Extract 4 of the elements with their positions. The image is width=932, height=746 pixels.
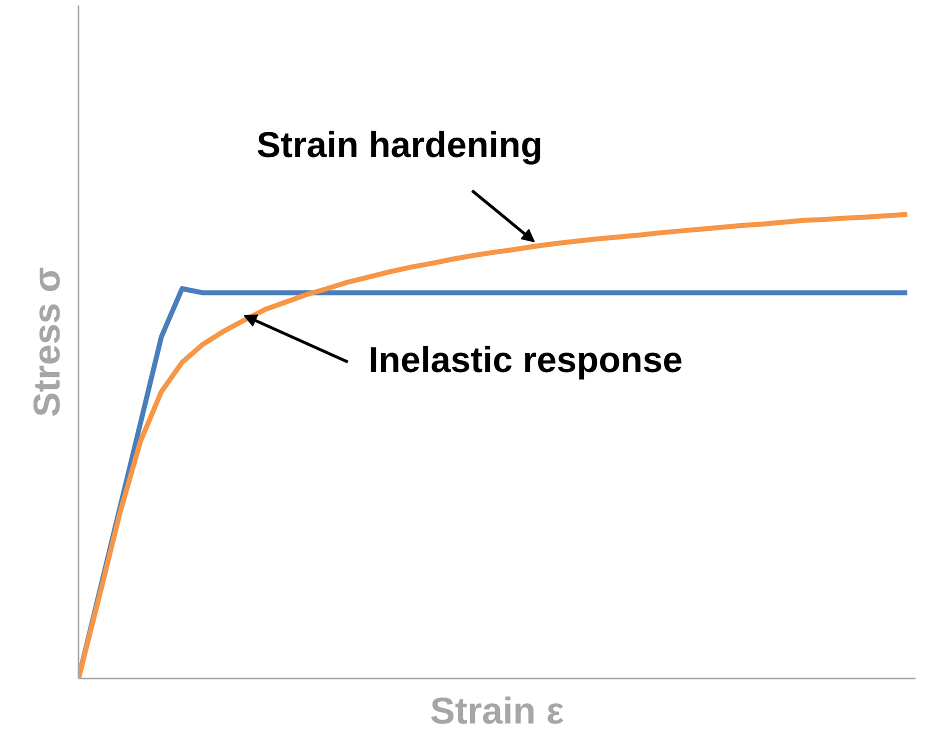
y-axis-title: Stress σ [26,266,68,418]
text: Strain hardening [256,124,543,165]
annotation: Inelastic response [368,339,683,380]
x-axis-title: Strain ε [430,690,564,732]
